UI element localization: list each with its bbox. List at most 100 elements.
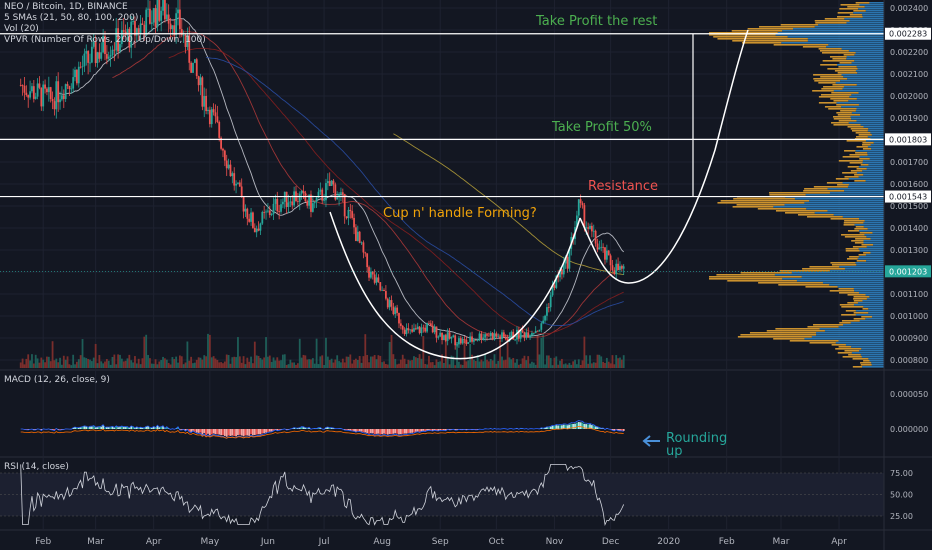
candle-body <box>551 285 554 296</box>
candle-body <box>547 307 550 308</box>
volume-bar <box>188 360 191 368</box>
volume-bar <box>250 356 252 368</box>
take-profit-rest-label[interactable]: Take Profit the rest <box>536 14 658 29</box>
candle-body <box>405 328 408 335</box>
candle-body <box>373 274 376 283</box>
candle-body <box>171 25 174 30</box>
sma-line[interactable]: 5 SMAs (21, 50, 80, 100, 200) <box>4 13 139 23</box>
vpvr-bar-up <box>860 114 884 116</box>
vpvr-bar-down <box>798 214 834 216</box>
vpvr-bar-up <box>777 32 884 34</box>
vpvr-bar-up <box>858 104 884 106</box>
candle-body <box>255 228 258 233</box>
candle-body <box>596 243 599 250</box>
volume-bar <box>414 357 417 368</box>
vpvr-bar-down <box>732 40 808 42</box>
macd-histogram-bar <box>227 429 230 436</box>
price-candles[interactable] <box>19 0 625 350</box>
vpvr-bar-down <box>853 10 866 12</box>
macd-histogram-bar <box>343 429 346 430</box>
price-tick-label: 0.001700 <box>890 158 928 167</box>
resistance-label[interactable]: Resistance <box>588 179 659 194</box>
rounding-up-label[interactable]: Rounding up <box>666 432 727 458</box>
vpvr-bar-down <box>840 110 856 112</box>
candle-body <box>223 150 226 161</box>
cup-handle-label[interactable]: Cup n' handle Forming? <box>383 206 537 221</box>
vpvr-bar-up <box>841 106 884 108</box>
macd-pane[interactable] <box>20 420 660 447</box>
price-label-text: 0.001803 <box>889 135 927 144</box>
time-axis[interactable]: Feb Mar Apr May Jun Jul Aug Sep Oct Nov Dec 2020 Feb… <box>35 537 847 547</box>
vol-line[interactable]: Vol (20) <box>4 24 39 34</box>
volume-bar <box>619 357 621 368</box>
macd-histogram-bar <box>306 428 309 429</box>
volume-bar <box>429 362 432 368</box>
candle-body <box>207 109 209 112</box>
macd-histogram-bar <box>444 429 447 431</box>
candle-body <box>313 201 316 204</box>
symbol-line[interactable]: NEO / Bitcoin, 1D, BINANCE <box>4 2 128 12</box>
candle-body <box>351 211 354 218</box>
macd-histogram-bar <box>349 429 352 431</box>
horizontal-levels[interactable] <box>0 33 884 198</box>
rsi-line <box>20 464 625 527</box>
price-tick-label: 0.000800 <box>890 356 928 365</box>
macd-histogram-bar <box>135 427 138 429</box>
macd-histogram-bar <box>347 429 350 431</box>
vpvr-bar-up <box>848 178 884 180</box>
volume-bar <box>371 356 374 368</box>
volume-bar <box>435 359 438 368</box>
vpvr-line[interactable]: VPVR (Number Of Rows, 200, Up/Down, 100) <box>4 35 206 45</box>
vpvr-bar-up <box>862 170 884 172</box>
vpvr-bar-down <box>836 112 852 114</box>
rsi-label[interactable]: RSI (14, close) <box>4 462 69 472</box>
candle-body <box>104 36 106 55</box>
vpvr-bar-up <box>824 330 884 332</box>
rsi-pane[interactable] <box>0 464 884 527</box>
candle-body <box>145 9 148 36</box>
candle-body <box>72 77 75 89</box>
vpvr-bar-up <box>863 174 884 176</box>
volume-bar <box>195 359 198 368</box>
volume-bar <box>575 364 578 368</box>
volume-bar <box>566 364 569 368</box>
candle-body <box>268 210 271 216</box>
vpvr-bar-down <box>820 50 849 52</box>
vpvr-bar-down <box>843 224 855 226</box>
user-drawings[interactable] <box>0 29 884 360</box>
rounding-line-2: up <box>666 444 683 459</box>
vpvr-bar-up <box>859 350 884 352</box>
macd-histogram-bar <box>562 424 565 429</box>
macd-histogram-bar <box>145 426 148 429</box>
vpvr-bar-down <box>813 324 843 326</box>
vpvr-bar-up <box>829 284 884 286</box>
macd-histogram-bar <box>285 429 288 430</box>
candle-body <box>525 332 528 338</box>
price-tick-label: 0.001600 <box>890 180 928 189</box>
take-profit-half-label[interactable]: Take Profit 50% <box>552 120 652 135</box>
volume-bar <box>158 361 161 368</box>
macd-histogram-bar <box>358 429 361 432</box>
volume-bar <box>531 361 533 368</box>
volume-bar <box>145 334 148 368</box>
candle-body <box>238 182 241 187</box>
vpvr-bar-down <box>834 70 856 72</box>
candle-body <box>105 54 108 59</box>
vpvr-bar-down <box>862 308 869 310</box>
volume-bar <box>551 365 554 368</box>
candle-body <box>326 181 329 184</box>
macd-label[interactable]: MACD (12, 26, close, 9) <box>4 375 110 385</box>
volume-bar <box>480 359 483 368</box>
price-label-bg <box>885 190 931 203</box>
vpvr-bar-down <box>841 306 864 308</box>
volume-bar <box>268 355 271 368</box>
candle-body <box>364 252 367 254</box>
vpvr-bar-up <box>842 182 884 184</box>
vpvr-bar-up <box>781 42 884 44</box>
vpvr-bar-up <box>869 296 884 298</box>
macd-histogram-bar <box>177 427 179 429</box>
vpvr-bar-up <box>866 168 884 170</box>
volume-bar <box>514 362 516 368</box>
volume-bar <box>439 361 442 368</box>
